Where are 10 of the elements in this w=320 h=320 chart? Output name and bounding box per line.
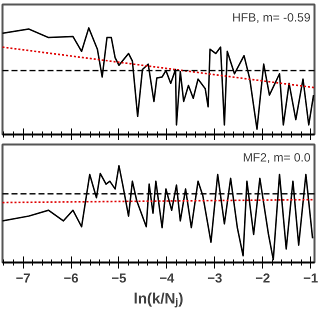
x-tick-label: −1 [303,270,318,286]
text: MF2, m= 0.0 [242,150,311,164]
x-tick-label: −3 [207,270,222,286]
x-axis-title: ln(k/Nⱼ) [134,290,184,308]
text: HFB, m= -0.59 [232,10,311,24]
x-tick-label: −2 [255,270,270,286]
x-tick-label: −6 [64,270,78,286]
x-tick-label: −7 [16,270,31,286]
x-tick-label: −4 [159,270,176,286]
x-tick-label: −5 [112,270,126,286]
